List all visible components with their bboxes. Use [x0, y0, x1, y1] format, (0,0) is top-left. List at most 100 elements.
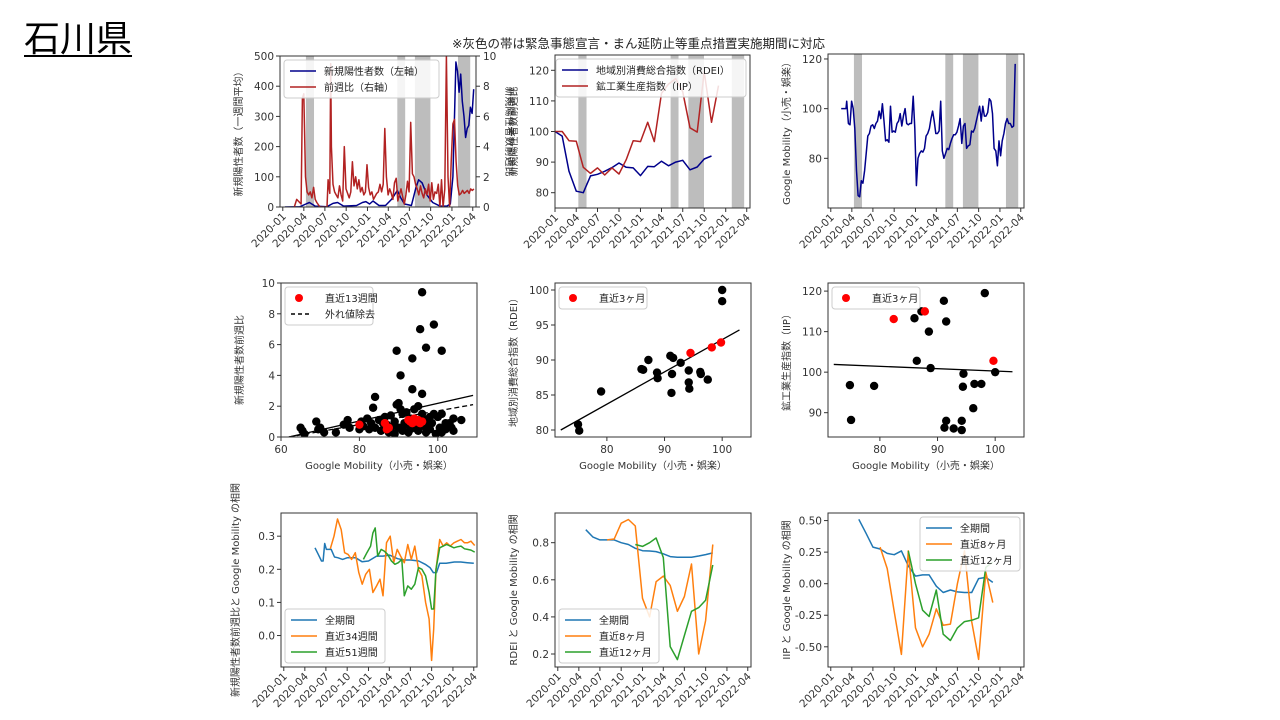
- shaded-period: [397, 56, 406, 207]
- shaded-period: [962, 54, 979, 208]
- y-tick-label-right: 10: [483, 51, 496, 63]
- legend: 新規陽性者数（左軸） 前週比（右軸）: [283, 59, 440, 99]
- data-point: [331, 428, 341, 437]
- y-axis-label: 新規陽性者数（一週間平均）: [232, 67, 245, 197]
- x-tick-label: 90: [658, 444, 671, 456]
- y-tick-label: 500: [254, 51, 274, 63]
- series-line-1: [293, 56, 475, 207]
- plot-area: [833, 288, 1013, 435]
- recent-point: [989, 356, 998, 366]
- series-line-2: [362, 527, 476, 610]
- data-point: [575, 426, 584, 435]
- recent-point: [920, 307, 930, 316]
- chart-corr_cases: 0.00.10.20.32020-012020-042020-072020-10…: [229, 483, 480, 710]
- y-tick-label: 2: [268, 401, 275, 413]
- data-point: [941, 317, 951, 326]
- y-tick-label: 110: [802, 327, 822, 339]
- data-point: [402, 408, 411, 417]
- y-tick-label: 80: [536, 425, 549, 437]
- data-point: [345, 423, 354, 432]
- series-line-0: [841, 63, 1016, 198]
- series-line-1: [879, 546, 994, 661]
- shading-note: ※灰色の帯は緊急事態宣言・まん延防止等重点措置実施期間に対応: [452, 36, 825, 51]
- data-point: [667, 388, 676, 398]
- data-point: [980, 288, 989, 298]
- shaded-period: [305, 56, 315, 207]
- data-point: [703, 375, 712, 384]
- axes-frame: [280, 282, 478, 438]
- legend: 地域別消費総合指数（RDEI） 鉱工業生産指数（IIP）: [555, 58, 747, 98]
- data-point: [957, 416, 966, 425]
- legend-box: [284, 608, 386, 664]
- shaded-period: [457, 56, 471, 207]
- data-point: [676, 358, 685, 367]
- data-point: [368, 403, 378, 412]
- y-tick-label-right: 2: [483, 172, 490, 184]
- y-tick-label: 120: [802, 54, 822, 66]
- data-point: [717, 285, 727, 295]
- recent-point: [686, 348, 695, 358]
- y-tick-label: -0.25: [795, 610, 822, 622]
- data-point: [924, 327, 934, 336]
- data-point: [869, 381, 879, 391]
- y-tick-label: 80: [809, 153, 822, 165]
- plot-area: [858, 518, 994, 661]
- axes-frame: [827, 282, 1025, 438]
- data-point: [300, 429, 309, 437]
- data-point: [970, 379, 979, 389]
- data-point: [319, 428, 329, 437]
- chart-scatter_cases: 0 2 4 6 8 10 60 80 100 新規陽性者数前週比 Google Mobility（小…: [233, 278, 478, 472]
- x-tick-label: 60: [274, 444, 287, 456]
- y-tick-label: 100: [802, 367, 822, 379]
- data-point: [312, 417, 321, 426]
- legend-dot-swatch: [569, 294, 577, 302]
- legend-label: 鉱工業生産指数（IIP）: [596, 80, 698, 93]
- data-point: [941, 416, 951, 425]
- data-point: [910, 314, 919, 323]
- plot-area: [841, 54, 1019, 208]
- x-axis-label: Google Mobility（小売・娯楽）: [579, 459, 727, 472]
- y-axis-label: 新規陽性者数前週比: [507, 87, 520, 177]
- y-tick-label: 200: [254, 142, 274, 154]
- legend-box: [558, 608, 660, 664]
- y-tick-label-right: 0: [483, 202, 490, 214]
- data-point: [449, 426, 458, 436]
- y-tick-label: 10: [262, 278, 275, 290]
- legend-box: [284, 286, 374, 326]
- y-tick-label: 0.1: [258, 597, 275, 609]
- data-point: [639, 365, 648, 374]
- x-tick-label: 80: [873, 444, 886, 456]
- legend-label: 直近13週間: [325, 292, 378, 305]
- legend-dot-swatch: [842, 294, 850, 302]
- y-tick-label: 0.0: [258, 631, 275, 643]
- y-tick-label: 0.8: [532, 538, 549, 550]
- y-axis-label: 地域別消費総合指数（RDEI）: [507, 293, 520, 427]
- data-point: [596, 387, 606, 396]
- y-tick-label: 110: [529, 96, 549, 108]
- recent-point: [707, 343, 716, 352]
- legend-box: [919, 516, 1021, 572]
- y-tick-label: 0.6: [532, 575, 549, 587]
- recent-point: [889, 314, 898, 324]
- plot-area: [560, 285, 740, 435]
- y-axis-label: IIP と Google Mobility の相関: [780, 520, 793, 659]
- x-axis-label: Google Mobility（小売・娯楽）: [305, 459, 453, 472]
- y-tick-label: 90: [536, 355, 549, 367]
- series-line-0: [284, 61, 475, 207]
- data-point: [417, 288, 427, 297]
- legend-label: 直近51週間: [325, 646, 378, 659]
- y-tick-label: 90: [809, 408, 822, 420]
- recent-point: [355, 420, 364, 429]
- y-tick-label: 100: [529, 127, 549, 139]
- series-line-1: [555, 71, 720, 176]
- data-point: [667, 369, 677, 379]
- data-point: [912, 356, 921, 366]
- series-line-2: [635, 537, 714, 661]
- data-point: [684, 366, 693, 375]
- x-tick-label: 100: [712, 444, 732, 456]
- data-point: [977, 379, 986, 389]
- data-point: [939, 296, 949, 306]
